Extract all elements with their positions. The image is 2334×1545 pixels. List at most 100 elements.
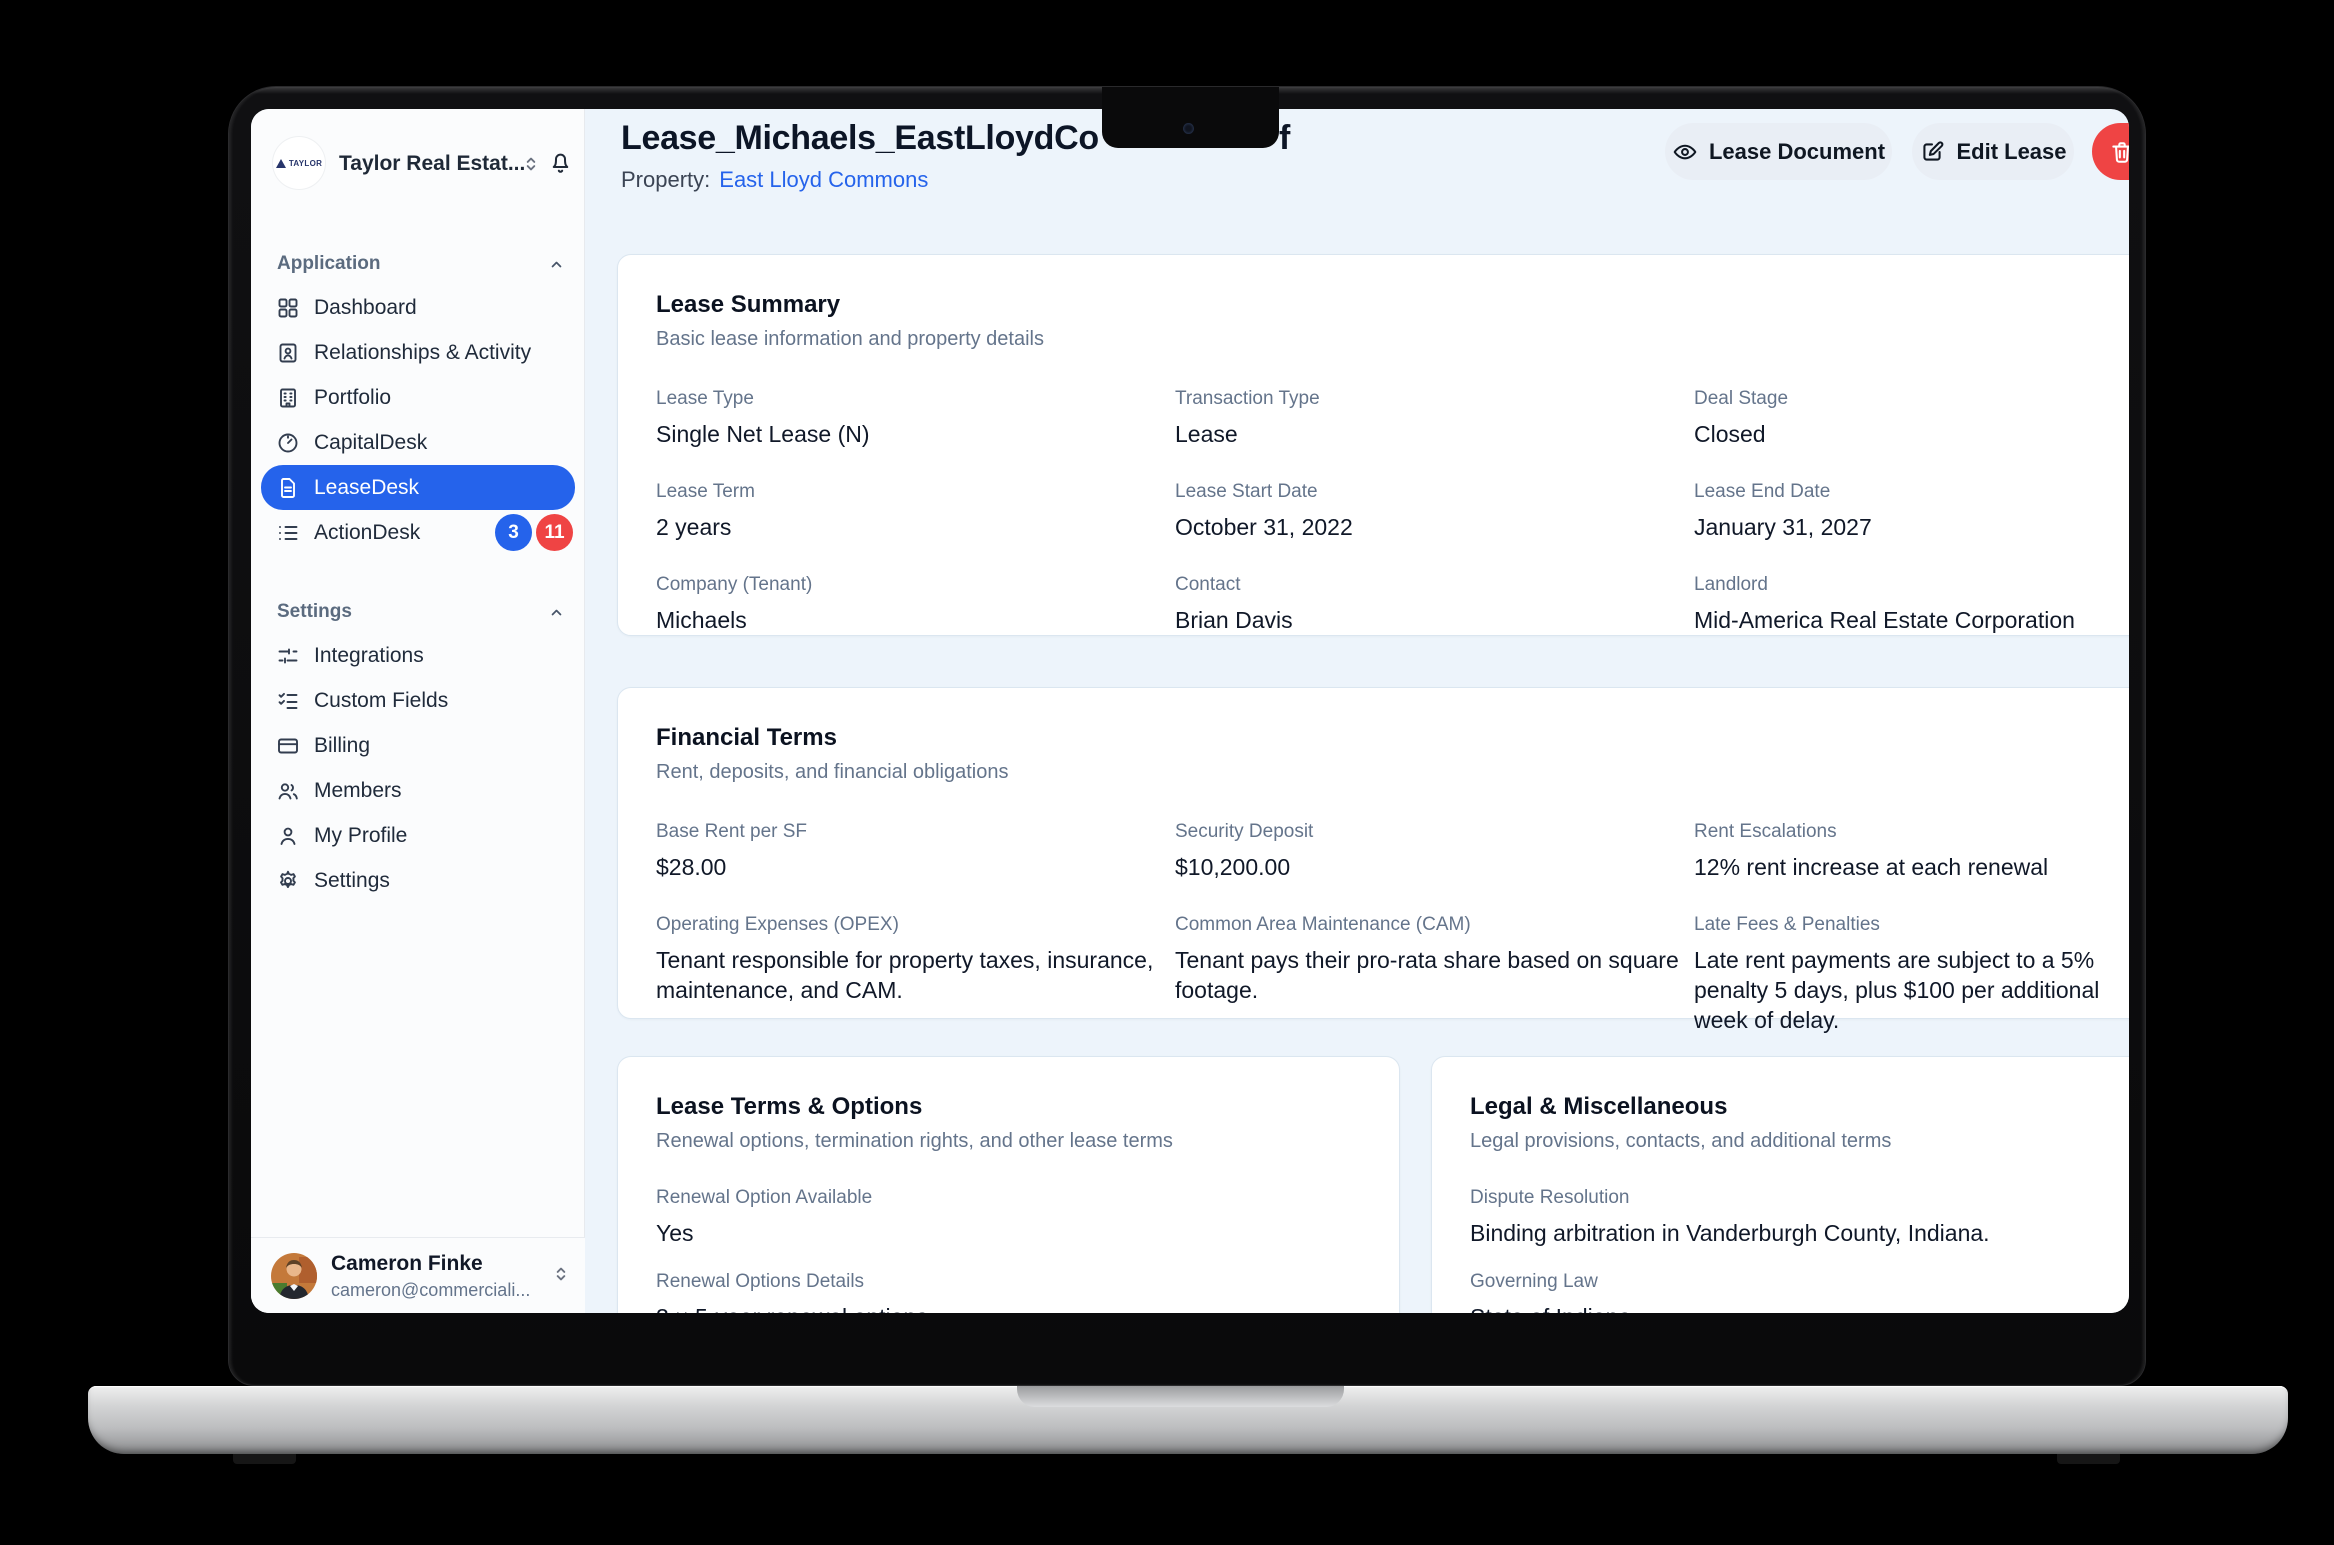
sidebar-item-integrations[interactable]: Integrations <box>261 633 575 678</box>
field: Common Area Maintenance (CAM) Tenant pays… <box>1175 914 1679 1003</box>
sidebar-item-leasedesk[interactable]: LeaseDesk <box>261 465 575 510</box>
edit-pencil-icon <box>1919 139 1945 165</box>
card-title: Legal & Miscellaneous <box>1470 1093 1728 1120</box>
edit-lease-button[interactable]: Edit Lease <box>1912 123 2074 180</box>
field: Dispute Resolution Binding arbitration in… <box>1470 1187 1990 1246</box>
settings-nav: Integrations Custom Fields Billing Membe… <box>251 633 585 903</box>
laptop-notch <box>1102 87 1279 148</box>
field: Lease End Date January 31, 2027 <box>1694 481 1872 540</box>
sidebar-item-label: Portfolio <box>314 385 392 409</box>
trash-icon <box>2109 139 2129 165</box>
property-label: Property: <box>621 167 711 192</box>
legal-misc-card: Legal & Miscellaneous Legal provisions, … <box>1431 1056 2129 1313</box>
sidebar-item-label: LeaseDesk <box>314 475 420 499</box>
checklist-icon <box>276 689 300 713</box>
lease-document-button[interactable]: Lease Document <box>1665 123 1892 180</box>
application-nav: Dashboard Relationships & Activity Portf… <box>251 285 585 555</box>
laptop-base-scoop <box>1017 1386 1344 1407</box>
sidebar-item-relationships[interactable]: Relationships & Activity <box>261 330 575 375</box>
sidebar-item-capitaldesk[interactable]: CapitalDesk <box>261 420 575 465</box>
lease-terms-card: Lease Terms & Options Renewal options, t… <box>617 1056 1400 1313</box>
sidebar-item-label: My Profile <box>314 823 408 847</box>
badge-count-red: 11 <box>536 514 573 551</box>
laptop-screen: TAYLOR Taylor Real Estat... Application … <box>251 109 2129 1313</box>
sidebar-item-settings[interactable]: Settings <box>261 858 575 903</box>
eye-icon <box>1672 139 1698 165</box>
section-settings: Settings <box>277 601 352 622</box>
main-content: Lease_Michaels_EastLloydCo f Property: Ea… <box>585 109 2129 1313</box>
sidebar-item-custom-fields[interactable]: Custom Fields <box>261 678 575 723</box>
sidebar-item-label: ActionDesk <box>314 520 421 544</box>
sidebar-item-label: Billing <box>314 733 371 757</box>
sidebar-item-actiondesk[interactable]: ActionDesk 3 11 <box>261 510 575 555</box>
page-title-suffix: f <box>1279 119 1291 157</box>
sidebar-item-label: Relationships & Activity <box>314 340 532 364</box>
card-title: Financial Terms <box>656 724 837 751</box>
sidebar-item-label: Settings <box>314 868 390 892</box>
user-name: Cameron Finke <box>331 1252 483 1275</box>
lease-summary-card: Lease Summary Basic lease information an… <box>617 254 2129 636</box>
sidebar-item-portfolio[interactable]: Portfolio <box>261 375 575 420</box>
field: Lease Type Single Net Lease (N) <box>656 388 870 447</box>
card-subtitle: Rent, deposits, and financial obligation… <box>656 761 1009 783</box>
card-subtitle: Basic lease information and property det… <box>656 328 1044 350</box>
field: Lease Start Date October 31, 2022 <box>1175 481 1353 540</box>
financial-terms-card: Financial Terms Rent, deposits, and fina… <box>617 687 2129 1033</box>
avatar <box>271 1253 317 1299</box>
contact-card-icon <box>276 341 300 365</box>
field: Landlord Mid-America Real Estate Corporat… <box>1694 574 2075 633</box>
bell-icon[interactable] <box>547 149 574 176</box>
page-title: Lease_Michaels_EastLloydCo f <box>621 119 1291 157</box>
field: Deal Stage Closed <box>1694 388 1789 447</box>
field: Renewal Options Details3 × 5-year renewa… <box>656 1271 928 1313</box>
sliders-icon <box>276 644 300 668</box>
field: Operating Expenses (OPEX) Tenant responsi… <box>656 914 1154 1003</box>
delete-lease-button[interactable] <box>2092 123 2129 180</box>
sidebar-item-label: Members <box>314 778 402 802</box>
chevron-up-icon[interactable] <box>547 603 566 622</box>
chevrons-up-down-icon[interactable] <box>551 1264 571 1284</box>
field: Transaction Type Lease <box>1175 388 1320 447</box>
field: Renewal Option Available Yes <box>656 1187 873 1246</box>
property-row: Property: East Lloyd Commons <box>621 167 928 193</box>
card-subtitle: Legal provisions, contacts, and addition… <box>1470 1130 1892 1152</box>
user-menu[interactable]: Cameron Finke cameron@commerciali... <box>251 1237 585 1313</box>
badge-count-blue: 3 <box>495 514 532 551</box>
task-list-icon <box>276 521 300 545</box>
section-application: Application <box>277 253 381 274</box>
sidebar-item-billing[interactable]: Billing <box>261 723 575 768</box>
laptop-camera <box>1183 123 1194 134</box>
property-link[interactable]: East Lloyd Commons <box>719 167 929 192</box>
field: Lease Term 2 years <box>656 481 755 540</box>
field: Late Fees & Penalties Late rent payments … <box>1694 914 2100 1033</box>
field: Governing LawState of Indiana <box>1470 1271 1631 1313</box>
card-title: Lease Summary <box>656 291 841 318</box>
gauge-icon <box>276 431 300 455</box>
card-title: Lease Terms & Options <box>656 1093 923 1120</box>
sidebar-item-label: Dashboard <box>314 295 417 319</box>
sidebar-item-dashboard[interactable]: Dashboard <box>261 285 575 330</box>
document-icon <box>276 476 300 500</box>
laptop-base <box>88 1386 2288 1454</box>
sidebar-item-members[interactable]: Members <box>261 768 575 813</box>
chevron-up-icon[interactable] <box>547 255 566 274</box>
building-icon <box>276 386 300 410</box>
chevrons-up-down-icon[interactable] <box>521 154 541 174</box>
org-logo: TAYLOR <box>273 137 325 189</box>
dashboard-grid-icon <box>276 296 300 320</box>
user-icon <box>276 824 300 848</box>
field: Contact Brian Davis <box>1175 574 1293 633</box>
gear-icon <box>276 869 300 893</box>
field: Base Rent per SF $28.00 <box>656 821 808 880</box>
laptop-lid: TAYLOR Taylor Real Estat... Application … <box>228 86 2146 1386</box>
field: Company (Tenant) Michaels <box>656 574 813 633</box>
credit-card-icon <box>276 734 300 758</box>
field: Rent Escalations 12% rent increase at eac… <box>1694 821 2049 880</box>
sidebar-item-label: CapitalDesk <box>314 430 428 454</box>
org-switcher-label: Taylor Real Estat... <box>339 152 526 175</box>
field: Security Deposit $10,200.00 <box>1175 821 1314 880</box>
users-icon <box>276 779 300 803</box>
user-email: cameron@commerciali... <box>331 1280 531 1300</box>
sidebar: TAYLOR Taylor Real Estat... Application … <box>251 109 585 1313</box>
sidebar-item-my-profile[interactable]: My Profile <box>261 813 575 858</box>
